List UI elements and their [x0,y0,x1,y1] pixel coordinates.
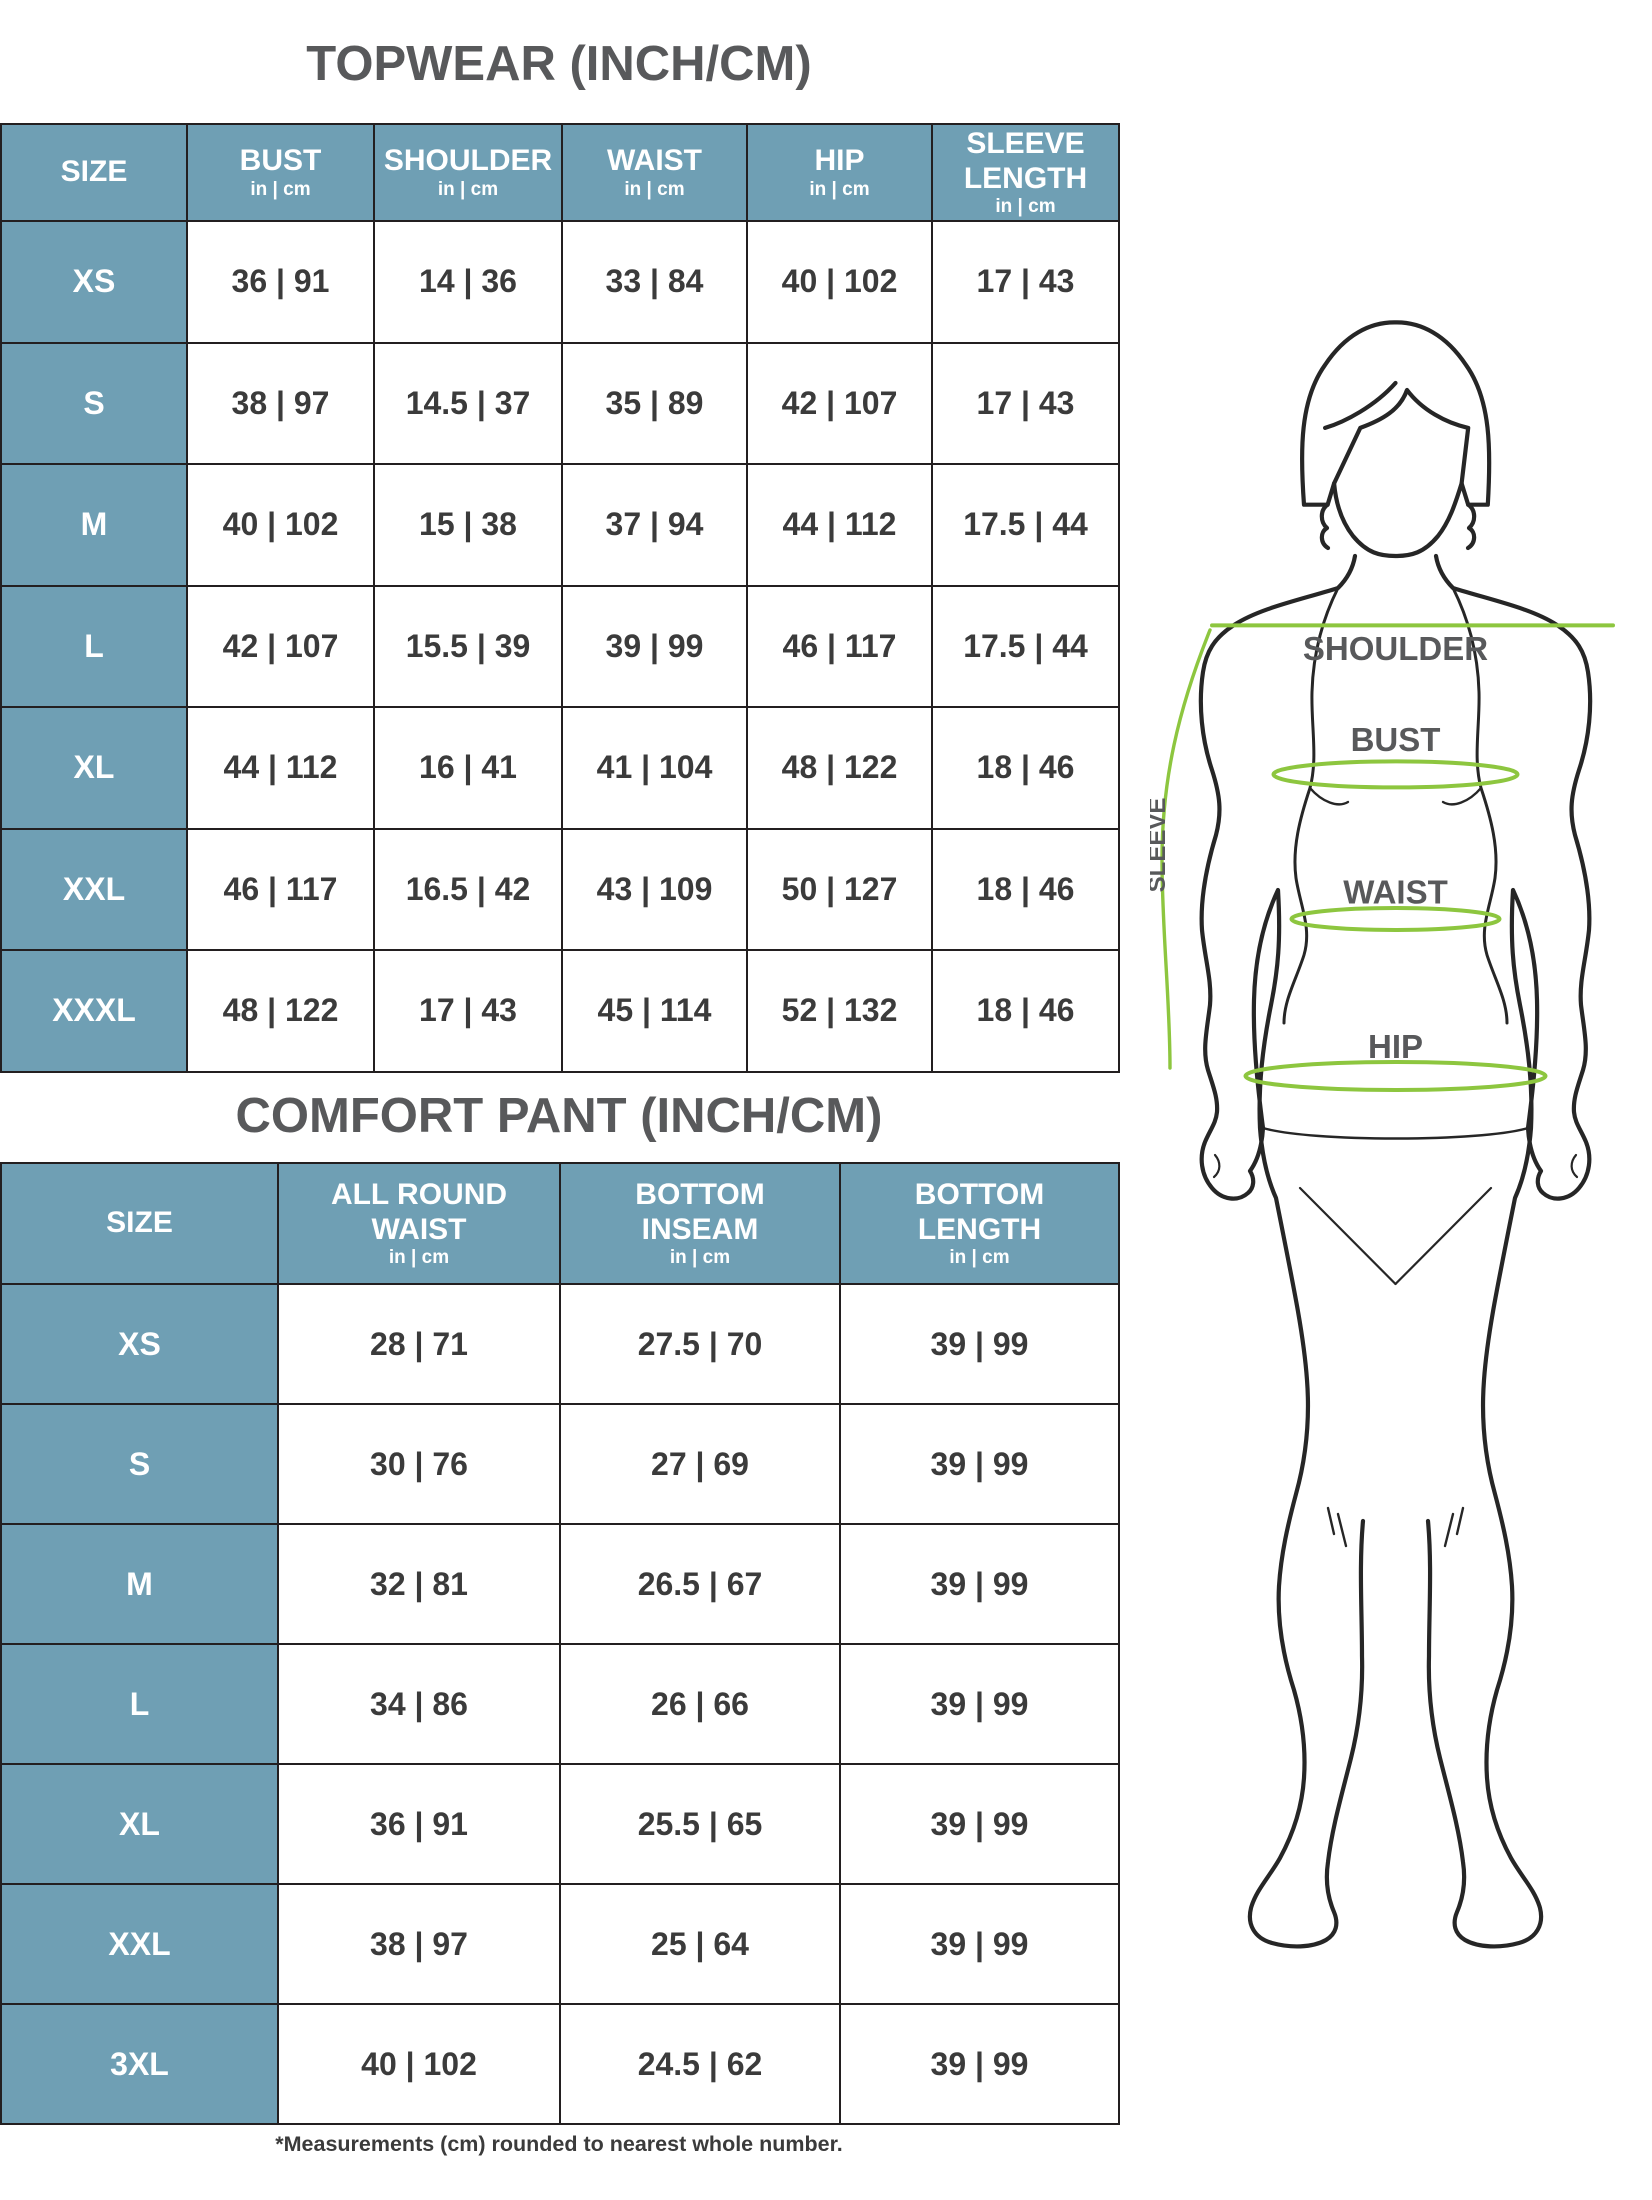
svg-text:BUST: BUST [1351,721,1441,758]
svg-text:SLEEVE: SLEEVE [1150,798,1171,893]
svg-text:HIP: HIP [1368,1028,1423,1065]
svg-text:SHOULDER: SHOULDER [1303,630,1488,667]
svg-text:WAIST: WAIST [1343,874,1448,911]
